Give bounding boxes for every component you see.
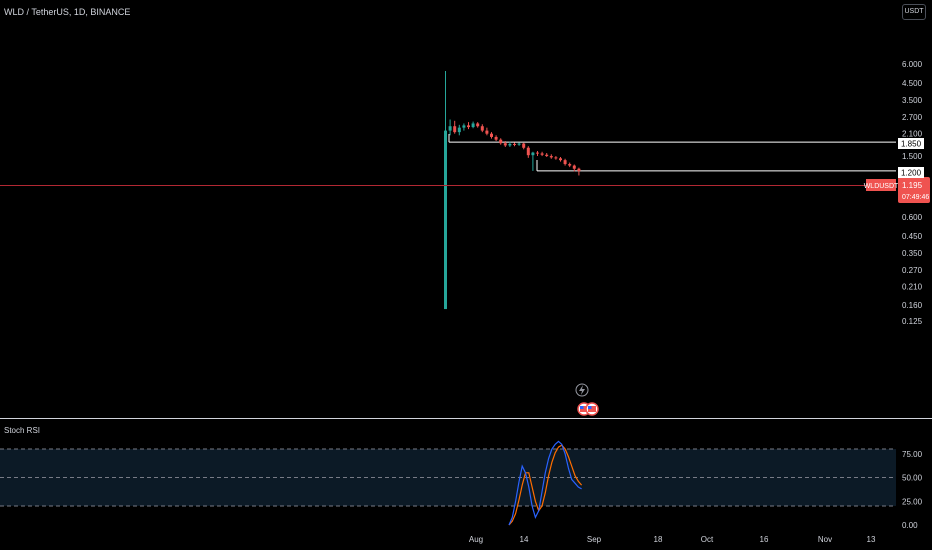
stoch-tick-label: 0.00 (902, 521, 918, 530)
stoch-k-line (508, 440, 582, 526)
price-tick-label: 0.600 (902, 213, 923, 222)
candle-body (462, 125, 466, 128)
candle-body (513, 143, 516, 145)
candle-body (536, 152, 539, 154)
candles[interactable] (444, 70, 581, 310)
candle-body (508, 143, 512, 146)
level-low-tag (898, 167, 924, 178)
stoch-rsi-pane[interactable]: 75.00 50.00 25.00 0.00 (0, 440, 923, 530)
time-axis[interactable]: Aug 14 Sep 18 Oct 16 Nov 13 (469, 535, 876, 544)
symbol-title[interactable]: WLD / TetherUS, 1D, BINANCE (4, 7, 131, 17)
candle-body (503, 143, 507, 146)
price-tick-label: 0.270 (902, 266, 923, 275)
candle-body (453, 126, 457, 133)
time-tick-label: Aug (469, 535, 483, 544)
candle-body (444, 130, 447, 310)
candle-body (572, 165, 576, 169)
candle-body (554, 157, 558, 159)
countdown-label: 07:49:46 (902, 194, 929, 201)
candle-body (494, 136, 498, 140)
price-tick-label: 2.100 (902, 130, 923, 139)
candle-body (531, 152, 535, 156)
price-tick-label: 4.500 (902, 79, 923, 88)
stoch-tick-label: 50.00 (902, 474, 923, 483)
level-low-label: 1.200 (901, 169, 922, 178)
time-tick-label: Oct (701, 535, 714, 544)
candle-body (522, 143, 526, 148)
candle-body (467, 125, 470, 128)
price-tick-label: 0.450 (902, 232, 923, 241)
candle-body (499, 139, 503, 144)
candle-body (517, 143, 521, 145)
main-pane[interactable]: 6.0004.5003.5002.7002.1001.5000.8000.600… (444, 60, 923, 326)
stoch-d-line (508, 444, 583, 526)
candle-body (457, 127, 461, 133)
price-tick-label: 0.125 (902, 317, 923, 326)
candle-body (549, 156, 553, 158)
candle-body (545, 154, 549, 157)
candle-body (448, 126, 452, 131)
time-tick-label: 14 (520, 535, 529, 544)
candle-body (471, 123, 475, 128)
candle-body (559, 158, 562, 161)
candle-body (577, 168, 581, 172)
candle-body (526, 147, 530, 156)
candle-body (485, 130, 489, 134)
price-tick-label: 1.500 (902, 152, 923, 161)
current-price-badge (898, 177, 930, 203)
candle-body (540, 153, 544, 155)
currency-button[interactable]: USDT (902, 4, 926, 20)
candle-body (476, 123, 480, 127)
time-tick-label: Sep (587, 535, 602, 544)
price-tick-label: 0.350 (902, 249, 923, 258)
level-high-tag (898, 138, 924, 149)
price-tick-label: 6.000 (902, 60, 923, 69)
time-tick-label: 16 (760, 535, 769, 544)
current-price-label: 1.195 (902, 181, 923, 190)
horizontal-levels[interactable] (448, 134, 896, 172)
us-flag-icon[interactable] (577, 402, 599, 416)
stoch-tick-label: 25.00 (902, 497, 923, 506)
time-tick-label: 13 (867, 535, 876, 544)
candle-body (480, 126, 484, 131)
stoch-tick-label: 75.00 (902, 450, 923, 459)
indicator-label[interactable]: Stoch RSI (4, 426, 41, 435)
price-tick-label: 2.700 (902, 113, 923, 122)
price-tick-label: 3.500 (902, 96, 923, 105)
symbol-tag-label: WLDUSDT (864, 183, 899, 190)
time-tick-label: Nov (818, 535, 832, 544)
candle-body (563, 160, 567, 165)
price-tick-label: 0.160 (902, 301, 923, 310)
symbol-tag (866, 179, 896, 191)
candle-body (490, 133, 493, 137)
time-tick-label: 18 (654, 535, 663, 544)
lightning-icon[interactable] (575, 383, 589, 397)
candle-body (568, 164, 572, 166)
level-high-label: 1.850 (901, 140, 922, 149)
price-tick-label: 0.210 (902, 283, 923, 292)
